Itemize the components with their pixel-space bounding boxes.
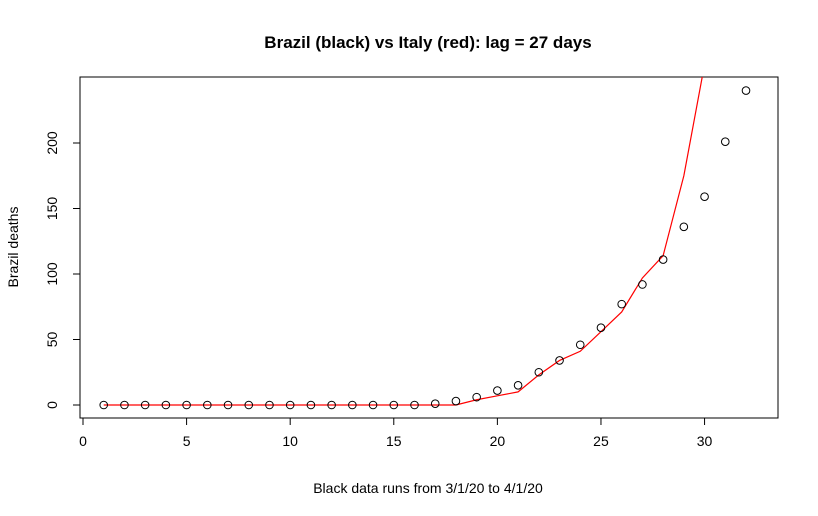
- brazil-data-point: [410, 400, 419, 410]
- brazil-data-point: [140, 400, 150, 410]
- x-tick-label: 15: [386, 433, 402, 449]
- brazil-data-point: [203, 400, 212, 410]
- brazil-data-point: [368, 400, 378, 410]
- brazil-data-point: [327, 400, 336, 410]
- brazil-data-point: [430, 399, 440, 408]
- brazil-data-point: [596, 323, 606, 333]
- brazil-data-point: [182, 400, 191, 410]
- brazil-data-point: [534, 367, 544, 377]
- brazil-data-point: [720, 137, 730, 146]
- brazil-data-point: [223, 400, 233, 410]
- brazil-data-point: [99, 400, 109, 410]
- chart-title: Brazil (black) vs Italy (red): lag = 27 …: [264, 33, 591, 52]
- brazil-data-point: [555, 356, 564, 365]
- y-axis: 0 50 100 150 200: [44, 131, 81, 409]
- brazil-data-point: [285, 400, 295, 410]
- series-layer: [99, 77, 751, 410]
- y-tick-label: 200: [44, 131, 60, 155]
- y-tick-label: 0: [44, 401, 60, 409]
- brazil-data-point: [265, 400, 274, 410]
- x-tick-label: 5: [183, 433, 191, 449]
- brazil-data-point: [700, 192, 709, 202]
- brazil-data-point: [244, 400, 254, 410]
- x-axis: 0 5 10 15 20 25 30: [79, 417, 713, 449]
- brazil-data-point: [389, 400, 399, 410]
- brazil-data-point: [451, 396, 461, 406]
- y-axis-label: Brazil deaths: [5, 207, 21, 288]
- x-tick-label: 10: [282, 433, 298, 449]
- brazil-data-point: [161, 400, 171, 410]
- x-tick-label: 30: [697, 433, 713, 449]
- brazil-data-point: [306, 400, 316, 410]
- brazil-data-point: [472, 392, 481, 402]
- italy-series-line: [103, 77, 703, 406]
- y-tick-label: 100: [44, 262, 60, 286]
- brazil-data-point: [617, 299, 626, 309]
- brazil-data-point: [120, 400, 129, 410]
- brazil-data-point: [638, 280, 647, 289]
- brazil-data-point: [513, 381, 523, 390]
- brazil-data-point: [493, 386, 502, 395]
- x-axis-label: Black data runs from 3/1/20 to 4/1/20: [313, 480, 543, 496]
- brazil-data-point: [658, 255, 668, 264]
- brazil-data-point: [679, 222, 689, 232]
- brazil-data-point: [575, 340, 585, 350]
- x-tick-label: 25: [593, 433, 609, 449]
- plot-frame: [79, 76, 779, 419]
- brazil-data-point: [741, 86, 751, 95]
- y-tick-label: 150: [44, 197, 60, 221]
- x-tick-label: 0: [79, 433, 87, 449]
- y-tick-label: 50: [44, 332, 60, 348]
- x-tick-label: 20: [490, 433, 506, 449]
- brazil-data-point: [348, 400, 357, 410]
